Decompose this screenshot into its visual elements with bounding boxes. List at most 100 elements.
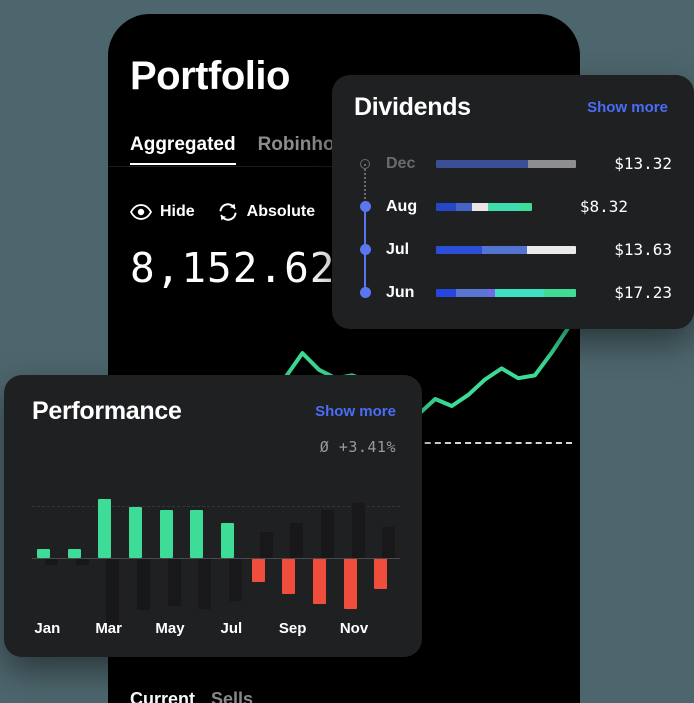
dividend-row[interactable]: Aug $8.32	[354, 185, 672, 228]
dividend-bar-segment	[528, 159, 576, 168]
dividend-month: Jul	[386, 240, 410, 258]
dividend-bar-segment	[456, 202, 472, 211]
performance-tick-label: Mar	[95, 620, 122, 637]
performance-title: Performance	[32, 397, 182, 425]
dividend-month: Dec	[386, 154, 416, 172]
performance-bar-benchmark	[228, 558, 242, 601]
performance-bar-benchmark	[320, 510, 334, 558]
dividend-amount: $13.63	[614, 240, 672, 259]
timeline-dot-icon	[359, 287, 371, 298]
dividend-bar-segment	[494, 288, 544, 297]
dividends-card-header: Dividends Show more	[332, 75, 694, 122]
tab-aggregated[interactable]: Aggregated	[130, 134, 236, 165]
performance-bar-return	[36, 548, 50, 558]
dividend-bar-segment	[543, 288, 576, 297]
dividend-timeline-marker	[354, 158, 376, 169]
chart-gridline	[32, 506, 400, 507]
dividend-bar-segment	[436, 245, 483, 254]
dividend-bar-segment	[487, 202, 519, 211]
timeline-dot-icon	[359, 201, 371, 212]
performance-bar-benchmark	[382, 526, 396, 558]
dividend-row[interactable]: Jun $17.23	[354, 271, 672, 314]
eye-icon	[130, 204, 152, 220]
timeline-connector	[364, 250, 366, 293]
dividend-bar-segment	[436, 159, 529, 168]
tab-current[interactable]: Current	[130, 689, 196, 703]
performance-axis-labels: Jan Mar May Jul Sep Nov	[32, 620, 400, 646]
dividend-breakdown-bar	[436, 245, 576, 254]
performance-bar-benchmark	[167, 558, 181, 607]
dividend-bar-segment	[487, 288, 495, 297]
performance-show-more-link[interactable]: Show more	[315, 403, 396, 420]
performance-bar-return	[374, 558, 388, 590]
performance-bar-benchmark	[259, 531, 273, 558]
performance-bar-benchmark	[44, 558, 58, 565]
performance-bar-benchmark	[290, 522, 304, 558]
view-controls: Hide Absolute	[130, 202, 315, 222]
dividend-bar-segment	[471, 202, 488, 211]
account-tabs: Aggregated Robinhood	[130, 134, 358, 165]
performance-bar-return	[67, 548, 81, 558]
performance-tick-label: Jul	[220, 620, 243, 637]
dividend-timeline-marker	[354, 201, 376, 212]
performance-bar-chart	[32, 458, 400, 631]
performance-bar-return	[159, 510, 173, 558]
average-return-value: +3.41%	[338, 438, 396, 456]
timeline-connector	[364, 164, 366, 207]
dividend-timeline-marker	[354, 244, 376, 255]
performance-tick-label: Nov	[339, 620, 369, 637]
performance-bar-benchmark	[351, 503, 365, 558]
dividend-amount: $13.32	[614, 154, 672, 173]
performance-tick-label: Sep	[278, 620, 307, 637]
dividend-bar-segment	[436, 288, 456, 297]
dividend-breakdown-bar	[436, 159, 576, 168]
holdings-tabs: Current Sells	[130, 689, 253, 703]
dividend-row[interactable]: Dec $13.32	[354, 142, 672, 185]
timeline-connector	[364, 207, 366, 250]
dividends-list: Dec $13.32 Aug $8.32 Jul $13.63 Jun $17.23	[332, 142, 694, 314]
performance-card-header: Performance Show more	[4, 375, 422, 426]
performance-bar-benchmark	[106, 558, 120, 631]
performance-tick-label: Jan	[34, 620, 61, 637]
dividend-breakdown-bar	[436, 202, 532, 211]
performance-bar-return	[220, 522, 234, 558]
average-return-label: Ø +3.41%	[4, 426, 422, 456]
portfolio-value: 8,152.62	[130, 244, 336, 292]
performance-bar-return	[98, 498, 112, 558]
dividend-row[interactable]: Jul $13.63	[354, 228, 672, 271]
dividend-bar-segment	[455, 288, 488, 297]
timeline-dot-pending-icon	[360, 158, 370, 169]
performance-tick-label: May	[155, 620, 185, 637]
performance-bar-return	[282, 558, 296, 595]
hide-toggle[interactable]: Hide	[130, 203, 195, 221]
dividends-card: Dividends Show more Dec $13.32 Aug $8.32 Jul…	[332, 75, 694, 329]
dividends-title: Dividends	[354, 93, 471, 121]
dividend-month: Jun	[386, 283, 415, 301]
dividend-bar-segment	[482, 245, 527, 254]
dividend-bar-segment	[436, 202, 457, 211]
refresh-icon	[217, 202, 239, 222]
page-title: Portfolio	[130, 54, 290, 98]
dividends-show-more-link[interactable]: Show more	[587, 99, 668, 116]
dividend-month: Aug	[386, 197, 418, 215]
tab-sells[interactable]: Sells	[211, 689, 254, 703]
average-symbol-icon: Ø	[319, 438, 330, 456]
dividend-timeline-marker	[354, 287, 376, 298]
dividend-bar-segment	[518, 202, 532, 211]
hide-label: Hide	[160, 203, 195, 220]
dividend-breakdown-bar	[436, 288, 576, 297]
absolute-label: Absolute	[246, 203, 316, 220]
absolute-toggle[interactable]: Absolute	[217, 202, 315, 222]
performance-bar-benchmark	[198, 558, 212, 609]
dividend-amount: $17.23	[614, 283, 672, 302]
performance-bar-return	[190, 510, 204, 558]
timeline-dot-icon	[359, 244, 371, 255]
performance-bar-benchmark	[75, 558, 89, 565]
performance-card: Performance Show more Ø +3.41% Jan Mar May…	[4, 375, 422, 657]
dividend-bar-segment	[526, 245, 576, 254]
performance-bar-benchmark	[136, 558, 150, 610]
dividend-amount: $8.32	[579, 197, 628, 216]
performance-bar-return	[312, 558, 326, 604]
performance-bar-return	[128, 507, 142, 558]
performance-bar-return	[251, 558, 265, 582]
